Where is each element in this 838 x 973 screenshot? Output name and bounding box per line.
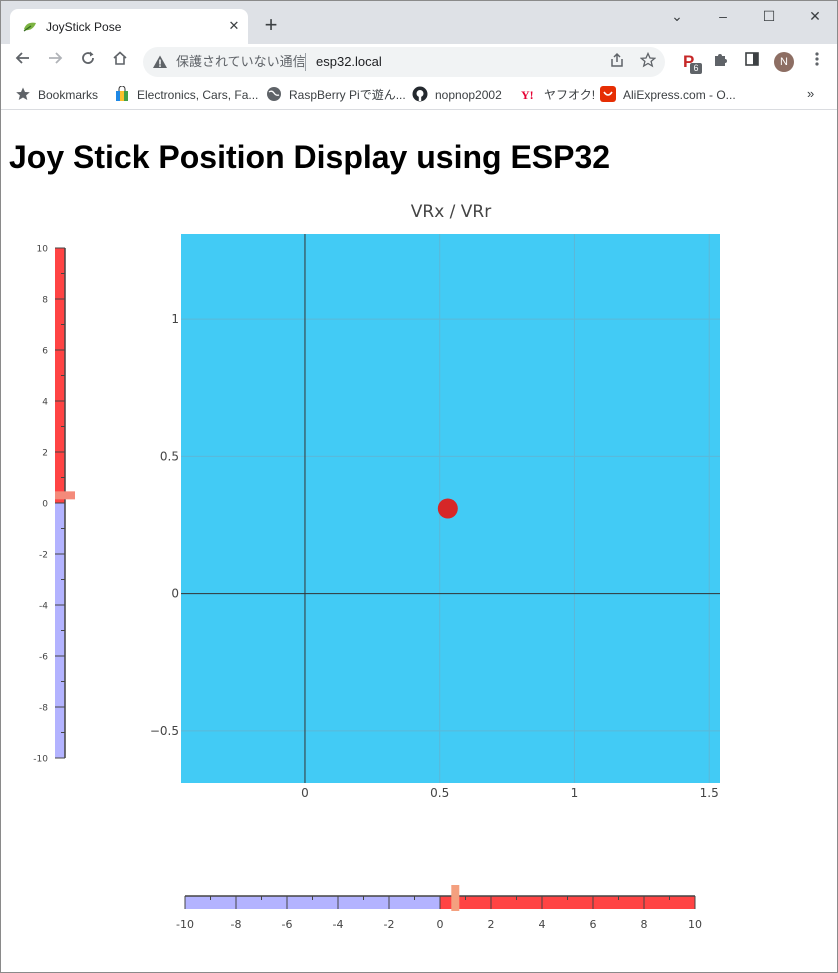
menu-kebab-icon[interactable]: [805, 50, 829, 74]
horizontal-gauge-negative: [185, 896, 440, 909]
bookmarks-overflow-icon[interactable]: »: [807, 86, 815, 101]
horizontal-gauge-tick-label: -10: [176, 918, 194, 931]
horizontal-gauge-tick-label: 4: [539, 918, 546, 931]
vertical-gauge-tick-label: 6: [42, 347, 48, 357]
vertical-gauge-tick-label: 2: [42, 449, 48, 459]
bookmark-aliexpress[interactable]: AliExpress.com - O...: [600, 86, 736, 104]
bookmark-label: AliExpress.com - O...: [623, 88, 736, 102]
horizontal-gauge-positive: [440, 896, 695, 909]
x-tick-label: 0.5: [430, 786, 449, 800]
extension-p-icon[interactable]: P 6: [681, 50, 705, 74]
security-status-text[interactable]: 保護されていない通信: [176, 54, 306, 69]
horizontal-gauge-tick-label: -6: [282, 918, 293, 931]
bookmark-label: nopnop2002: [435, 88, 502, 102]
aliexpress-icon: [600, 86, 616, 102]
horizontal-gauge-tick-label: -2: [384, 918, 395, 931]
vertical-gauge-marker: [55, 491, 75, 500]
extensions-puzzle-icon[interactable]: [708, 50, 732, 74]
forward-arrow-icon[interactable]: [43, 50, 67, 74]
vertical-gauge-tick-label: -10: [33, 755, 48, 765]
tab-close-icon[interactable]: ✕: [228, 18, 240, 33]
vertical-gauge-tick-label: -6: [39, 653, 48, 663]
yahoo-icon: Y!: [521, 88, 534, 102]
home-icon[interactable]: [108, 50, 132, 74]
vertical-gauge-tick-label: -4: [39, 602, 48, 612]
bookmark-yahuoku[interactable]: Y! ヤフオク!: [521, 86, 595, 104]
tab-joystick-pose[interactable]: JoyStick Pose ✕: [10, 9, 248, 44]
horizontal-gauge-tick-label: -8: [231, 918, 242, 931]
horizontal-gauge-tick-label: -4: [333, 918, 344, 931]
horizontal-gauge-tick-label: 0: [437, 918, 444, 931]
bookmark-nopnop2002[interactable]: nopnop2002: [412, 86, 502, 104]
horizontal-gauge-tick-label: 10: [688, 918, 702, 931]
star-icon: [16, 87, 30, 100]
maximize-button[interactable]: ☐: [762, 8, 776, 24]
horizontal-gauge-tick-label: 2: [488, 918, 495, 931]
bookmark-star-icon[interactable]: [638, 51, 658, 72]
vertical-gauge-tick-label: -2: [39, 551, 48, 561]
omnibox-divider: [305, 53, 306, 71]
leaf-favicon-icon: [23, 22, 36, 32]
profile-avatar[interactable]: N: [774, 52, 794, 72]
vertical-gauge-negative: [55, 503, 65, 758]
extension-badge: 6: [690, 63, 702, 74]
horizontal-gauge-tick-label: 6: [590, 918, 597, 931]
bookmark-label: ヤフオク!: [544, 88, 596, 102]
globe-icon: [267, 87, 281, 101]
vertical-gauge-tick-label: 8: [42, 296, 48, 306]
side-panel-icon[interactable]: [740, 50, 764, 74]
svg-text:P: P: [683, 52, 694, 71]
horizontal-gauge-marker: [451, 885, 460, 911]
bookmark-label: Bookmarks: [38, 88, 99, 102]
bookmark-label: RaspBerry Piで遊ん...: [289, 88, 406, 102]
url-text[interactable]: esp32.local: [316, 54, 382, 69]
vertical-gauge-tick-label: 0: [42, 500, 48, 510]
bookmarks-bar: Bookmarks Electronics, Cars, Fa... RaspB…: [1, 80, 837, 110]
bookmark-electronics[interactable]: Electronics, Cars, Fa...: [114, 86, 258, 104]
horizontal-gauge-tick-label: 8: [641, 918, 648, 931]
vertical-gauge-tick-label: 10: [37, 245, 49, 255]
back-arrow-icon[interactable]: [11, 50, 35, 74]
tab-title: JoyStick Pose: [46, 20, 122, 34]
close-window-button[interactable]: ✕: [809, 8, 821, 24]
address-bar[interactable]: 保護されていない通信 esp32.local: [143, 47, 665, 77]
bookmark-bookmarks[interactable]: Bookmarks: [15, 86, 98, 104]
y-tick-label: 0: [171, 587, 179, 601]
tab-search-icon[interactable]: ⌄: [671, 8, 683, 24]
x-tick-label: 1.5: [700, 786, 719, 800]
bookmark-raspberry-pi[interactable]: RaspBerry Piで遊ん...: [266, 86, 406, 104]
svg-text:Y!: Y!: [521, 88, 534, 102]
tab-strip: JoyStick Pose ✕ + ⌄ – ☐ ✕: [1, 1, 837, 44]
y-tick-label: 0.5: [160, 449, 179, 463]
share-icon[interactable]: [607, 52, 627, 72]
scatter-title: VRx / VRr: [410, 202, 492, 222]
vertical-gauge-tick-label: 4: [42, 398, 48, 408]
page-title: Joy Stick Position Display using ESP32: [9, 139, 611, 175]
minimize-button[interactable]: –: [719, 8, 727, 24]
github-icon: [412, 86, 428, 102]
browser-toolbar: 保護されていない通信 esp32.local P 6 N: [1, 44, 837, 80]
y-tick-label: 1: [171, 312, 179, 326]
x-tick-label: 1: [571, 786, 579, 800]
bookmark-label: Electronics, Cars, Fa...: [137, 88, 259, 102]
new-tab-button[interactable]: +: [264, 12, 278, 37]
warning-icon[interactable]: [152, 54, 168, 70]
vertical-gauge-positive: [55, 248, 65, 503]
vertical-gauge-tick-label: -8: [39, 704, 48, 714]
reload-icon[interactable]: [76, 50, 100, 74]
x-tick-label: 0: [301, 786, 309, 800]
shopping-bag-icon: [116, 86, 128, 101]
scatter-point: [437, 498, 458, 519]
y-tick-label: −0.5: [150, 724, 179, 738]
